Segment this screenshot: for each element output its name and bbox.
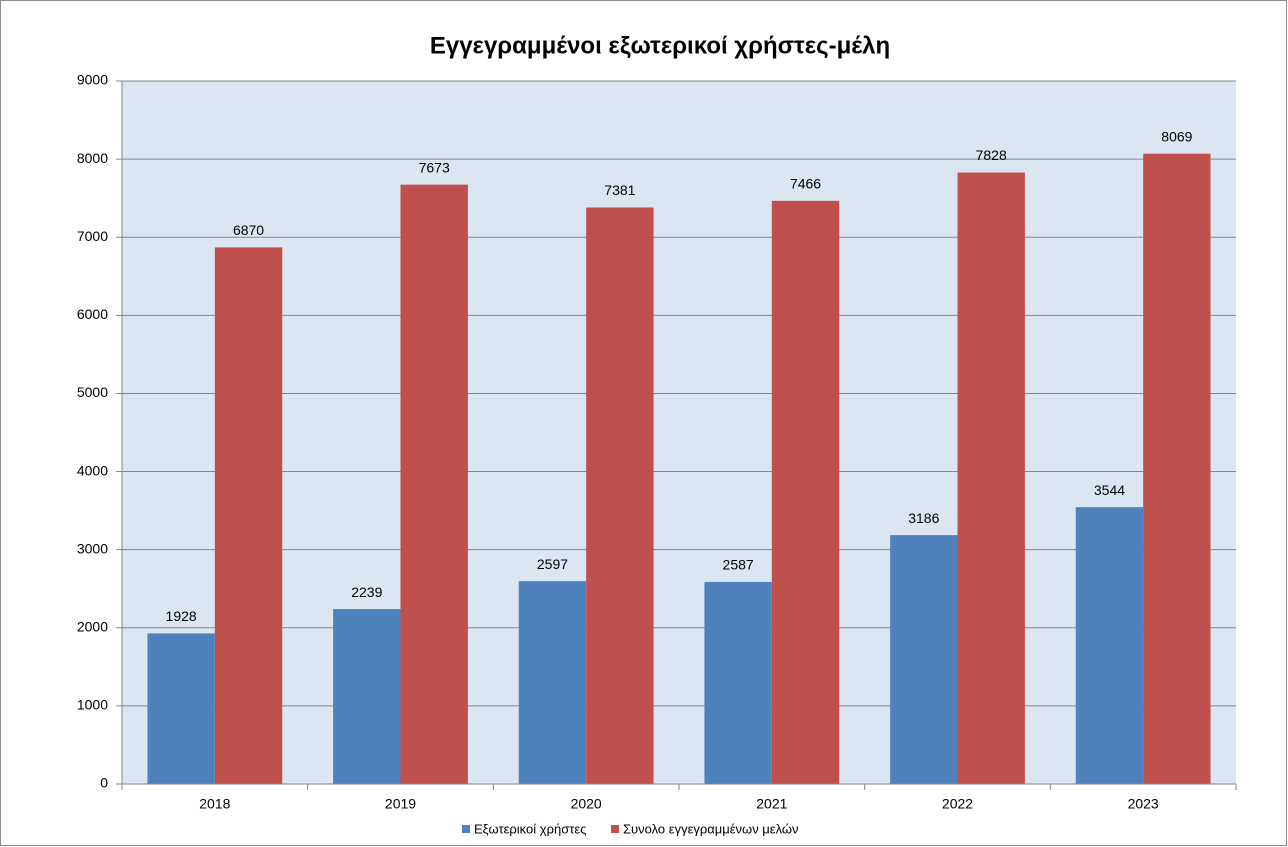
data-label: 7466	[790, 176, 821, 192]
bar	[890, 535, 958, 784]
legend-swatch	[462, 825, 470, 833]
bar	[214, 247, 283, 785]
bar	[333, 609, 401, 784]
data-label: 3544	[1094, 482, 1125, 498]
data-label: 6870	[233, 222, 264, 238]
bar	[1143, 153, 1211, 785]
data-label: 7381	[604, 182, 635, 198]
data-label: 2587	[723, 557, 754, 573]
legend-label: Εξωτερικοί χρήστες	[474, 821, 586, 836]
bar	[1075, 507, 1144, 784]
x-tick-label: 2022	[942, 796, 973, 812]
data-label: 2597	[537, 556, 568, 572]
bar	[704, 581, 772, 784]
data-label: 1928	[166, 608, 197, 624]
y-tick-label: 4000	[77, 462, 108, 478]
legend-label: Συνολο εγγεγραμμένων μελών	[623, 821, 799, 836]
x-tick-label: 2023	[1128, 796, 1159, 812]
y-tick-label: 8000	[77, 150, 108, 166]
legend-swatch	[611, 825, 619, 833]
chart-title: Εγγεγραμμένοι εξωτερικοί χρήστες-μέλη	[430, 32, 890, 59]
x-tick-label: 2021	[756, 796, 787, 812]
y-tick-label: 6000	[77, 306, 108, 322]
y-tick-label: 5000	[77, 384, 108, 400]
x-tick-label: 2019	[385, 796, 416, 812]
bar	[400, 184, 468, 784]
bar	[771, 200, 840, 784]
y-tick-label: 3000	[77, 540, 108, 556]
data-label: 8069	[1161, 128, 1192, 144]
data-label: 2239	[351, 584, 382, 600]
x-tick-label: 2018	[199, 796, 230, 812]
legend: Εξωτερικοί χρήστες Συνολο εγγεγραμμένων μ…	[462, 821, 799, 836]
data-label: 7828	[976, 147, 1007, 163]
y-tick-label: 2000	[77, 618, 108, 634]
y-tick-label: 0	[100, 775, 108, 791]
bar	[586, 207, 654, 784]
y-tick-label: 9000	[77, 72, 108, 88]
bar	[518, 581, 587, 784]
data-label: 3186	[908, 510, 939, 526]
bar	[957, 172, 1025, 785]
plot-area	[122, 81, 1236, 784]
data-label: 7673	[419, 159, 450, 175]
bar	[147, 633, 215, 784]
y-tick-label: 7000	[77, 228, 108, 244]
y-tick-label: 1000	[77, 697, 108, 713]
x-tick-label: 2020	[571, 796, 602, 812]
